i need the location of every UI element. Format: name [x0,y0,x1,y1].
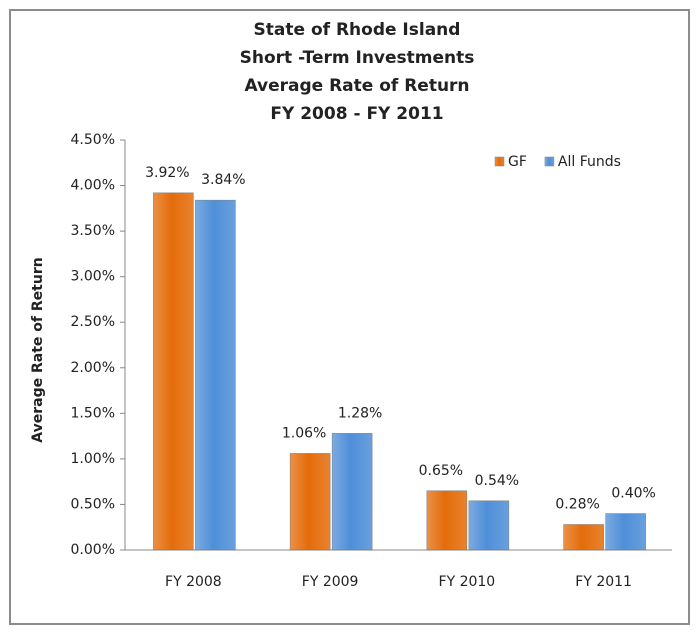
value-label: 0.40% [611,486,655,502]
y-tick-label: 3.00% [71,269,115,285]
legend-swatch [494,156,505,167]
y-tick-label: 3.50% [71,223,115,239]
bar [289,453,331,551]
value-label: 3.84% [201,172,245,188]
y-axis-label: Average Rate of Return [30,257,46,442]
y-tick-label: 0.00% [71,542,115,558]
value-label: 1.28% [338,405,382,421]
chart-title: Average Rate of Return [244,76,469,96]
x-tick-label: FY 2010 [439,574,496,590]
bar [195,199,236,551]
bar [563,524,604,551]
legend-label: GF [508,154,527,170]
y-tick-label: 2.00% [71,360,115,376]
legend-swatch [544,156,555,167]
chart-title: FY 2008 - FY 2011 [270,104,443,124]
y-tick-label: 4.00% [71,178,115,194]
y-tick-label: 1.00% [71,451,115,467]
y-tick-label: 0.50% [71,496,115,512]
y-tick-label: 2.50% [71,314,115,330]
value-label: 0.28% [555,496,599,512]
chart-title: Short -Term Investments [240,48,475,68]
x-tick-label: FY 2011 [575,574,632,590]
x-tick-label: FY 2008 [165,574,222,590]
bar [426,490,468,551]
bar [153,192,194,551]
value-label: 3.92% [145,165,189,181]
y-tick-label: 1.50% [71,405,115,421]
bar [331,433,373,551]
chart-title: State of Rhode Island [254,20,461,40]
bar [605,513,646,551]
value-label: 0.65% [419,463,463,479]
bar [468,500,510,551]
legend-label: All Funds [558,154,621,170]
x-tick-label: FY 2009 [302,574,359,590]
value-label: 1.06% [282,425,326,441]
value-label: 0.54% [475,473,519,489]
y-tick-label: 4.50% [71,132,115,148]
